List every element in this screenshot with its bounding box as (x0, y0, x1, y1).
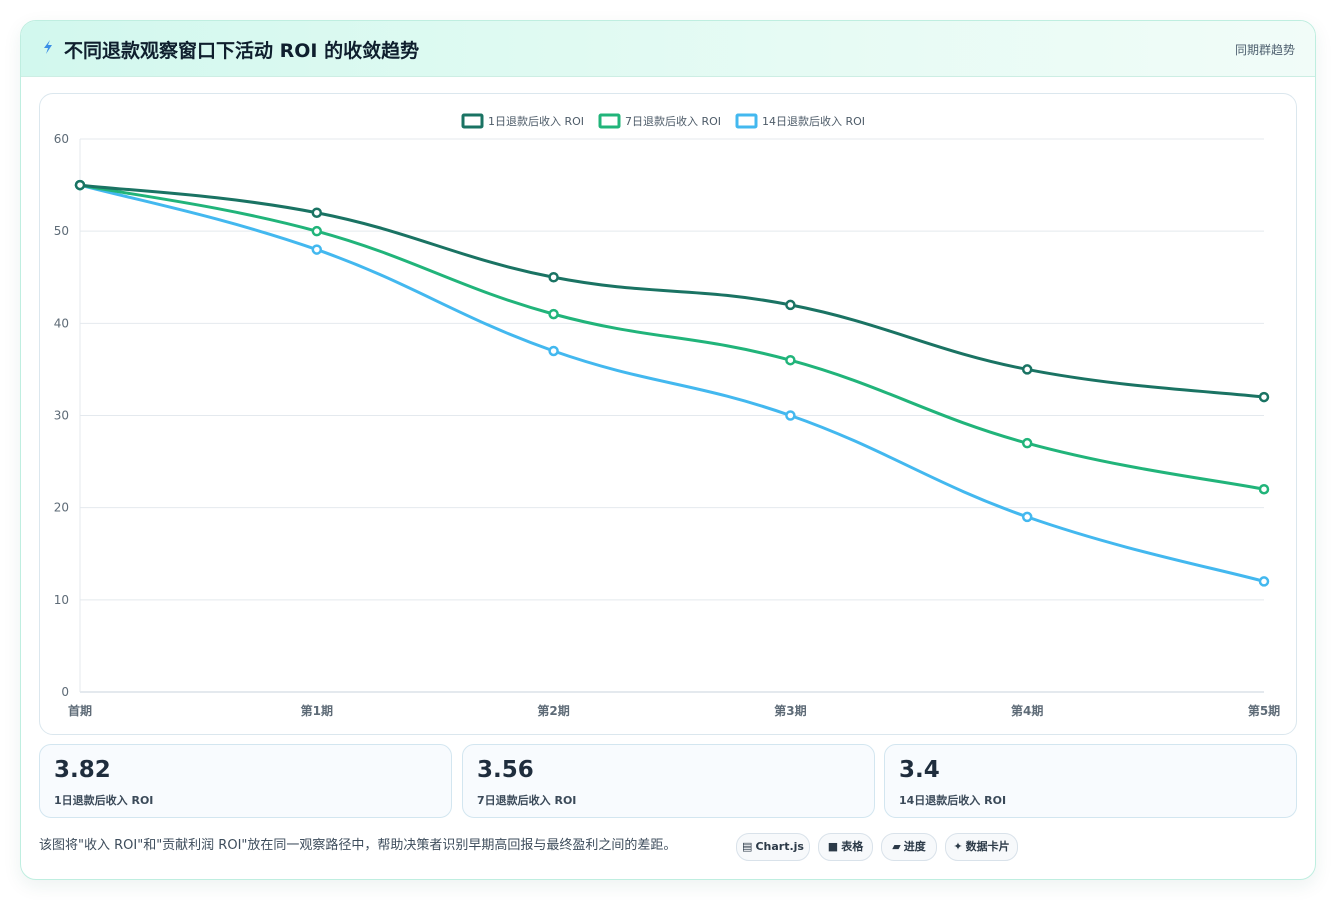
x-tick-label: 首期 (68, 703, 92, 718)
pill-data-card[interactable]: ✦ 数据卡片 (945, 833, 1018, 861)
x-tick-label: 第5期 (1248, 703, 1280, 718)
y-tick-label: 20 (54, 501, 69, 515)
pill-label: Chart.js (755, 840, 804, 853)
y-tick-label: 50 (54, 224, 69, 238)
x-tick-label: 第3期 (774, 703, 806, 718)
data-point (1258, 576, 1270, 587)
pill-progress[interactable]: ▰ 进度 (881, 833, 937, 861)
data-point (311, 244, 323, 255)
x-tick-label: 第4期 (1011, 703, 1043, 718)
data-point (785, 410, 796, 421)
series-line (79, 183, 1265, 399)
y-tick-label: 0 (61, 685, 69, 699)
legend-label: 14日退款后收入 ROI (762, 114, 865, 128)
data-point (1258, 391, 1270, 403)
legend-swatch (461, 113, 484, 129)
pill-label: 进度 (903, 840, 926, 853)
data-point (311, 207, 323, 218)
series-line (79, 183, 1265, 583)
stat-value: 3.4 (899, 757, 940, 783)
data-point (548, 308, 559, 320)
data-point (311, 225, 323, 237)
data-point (1258, 483, 1270, 495)
series-line (79, 183, 1265, 491)
chart-footnote: 该图将"收入 ROI"和"贡献利润 ROI"放在同一观察路径中，帮助决策者识别早… (39, 838, 677, 853)
stat-value: 3.82 (54, 757, 111, 783)
lightning-icon (44, 40, 52, 54)
table-icon: ■ (827, 840, 839, 853)
stat-card-14d: 3.4 14日退款后收入 ROI (884, 744, 1297, 818)
legend-swatch (598, 113, 621, 129)
y-tick-label: 30 (54, 409, 69, 423)
pill-table[interactable]: ■ 表格 (818, 833, 873, 861)
chart-panel: 0 10 20 30 40 50 60 首期 第1期 第2期 第3期 第4期 第5期 1日退款后收入 RO… (39, 93, 1297, 735)
y-tick-label: 60 (54, 132, 69, 146)
progress-icon: ▰ (892, 840, 901, 853)
page-title: 不同退款观察窗口下活动 ROI 的收敛趋势 (64, 40, 420, 62)
stat-label: 14日退款后收入 ROI (899, 794, 1007, 807)
stat-card-7d: 3.56 7日退款后收入 ROI (462, 744, 875, 818)
x-tick-label: 第1期 (301, 703, 333, 718)
data-point (1021, 511, 1033, 523)
pill-label: 表格 (841, 840, 864, 853)
stat-card-1d: 3.82 1日退款后收入 ROI (39, 744, 452, 818)
y-tick-label: 40 (54, 316, 69, 330)
x-tick-label: 第2期 (537, 703, 569, 718)
data-point (1021, 364, 1033, 375)
card-header: 不同退款观察窗口下活动 ROI 的收敛趋势 同期群趋势 (21, 21, 1315, 77)
data-point (785, 299, 796, 311)
pill-chartjs[interactable]: ▤ Chart.js (736, 833, 810, 861)
data-point (548, 272, 559, 283)
data-point (785, 354, 796, 366)
stat-label: 1日退款后收入 ROI (54, 794, 154, 807)
stat-label: 7日退款后收入 ROI (477, 794, 577, 807)
header-tag: 同期群趋势 (1234, 43, 1295, 57)
pill-label: 数据卡片 (965, 840, 1010, 853)
data-point (548, 345, 559, 357)
sparkle-icon: ✦ (953, 840, 963, 853)
data-point (74, 179, 86, 191)
chart-card: 不同退款观察窗口下活动 ROI 的收敛趋势 同期群趋势 0 10 20 30 40 50 6… (20, 20, 1316, 880)
stat-value: 3.56 (477, 757, 534, 783)
chart-icon: ▤ (742, 840, 753, 853)
legend-label: 1日退款后收入 ROI (488, 114, 584, 128)
legend-label: 7日退款后收入 ROI (625, 114, 721, 128)
y-tick-label: 10 (54, 593, 69, 607)
legend-swatch (735, 113, 758, 129)
line-chart: 0 10 20 30 40 50 60 首期 第1期 第2期 第3期 第4期 第5期 1日退款后收入 RO… (54, 113, 1280, 718)
data-point (1021, 437, 1033, 449)
